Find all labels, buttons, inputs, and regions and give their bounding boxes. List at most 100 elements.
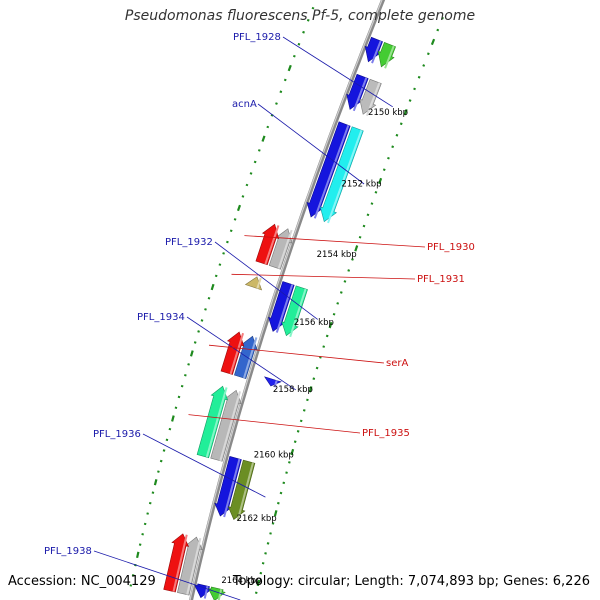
track-tick [296, 430, 300, 433]
track-tick [210, 283, 215, 291]
track-tick [302, 409, 306, 412]
track-tick [269, 532, 272, 535]
track-tick [422, 64, 426, 67]
backbone-highlight [189, 0, 383, 600]
track-tick [233, 218, 237, 221]
track-tick [292, 54, 296, 58]
track-tick [413, 87, 416, 91]
gene-acna-shine [327, 129, 363, 224]
track-tick [282, 481, 286, 485]
gene-pfl-1938-cds-shine [203, 585, 209, 599]
track-tick [358, 235, 362, 239]
gene-pfl-1931-shine [256, 277, 262, 289]
gene-label-pfl-1938: PFL_1938 [44, 546, 92, 557]
gene-pfl-1932-cds-shine [275, 284, 294, 333]
track-tick [403, 109, 408, 116]
track-tick [174, 406, 178, 409]
track-tick [308, 386, 313, 393]
track-tick [391, 145, 395, 149]
gene-label-pfl-1932: PFL_1932 [165, 237, 213, 248]
gene-label-pfl-1930: PFL_1930 [427, 242, 475, 253]
leader-line [93, 550, 241, 600]
gene-label-sera: serA [386, 358, 408, 369]
track-tick [222, 252, 225, 255]
gene-pfl-1932 [281, 285, 308, 337]
gene-pfl-1936-shine [236, 462, 254, 521]
track-tick [138, 543, 142, 546]
track-tick [328, 321, 333, 329]
track-tick [259, 571, 263, 575]
gene-pfl-1928-shine [365, 82, 381, 117]
gene-unnamed-10-shine [172, 534, 188, 592]
plus-strand-track [254, 16, 444, 594]
track-tick [159, 459, 163, 463]
track-tick [430, 38, 436, 46]
track-tick [157, 470, 160, 473]
gene-pfl-1934 [263, 376, 282, 387]
kbp-label: 2158 kbp [273, 385, 313, 395]
leader-line [188, 414, 361, 434]
track-tick [408, 99, 412, 102]
track-tick [426, 52, 430, 56]
gene-pfl-1930-cds-shine [277, 229, 293, 269]
track-tick [162, 449, 166, 452]
gene-sera [220, 331, 245, 375]
track-tick [218, 263, 222, 266]
kbp-label: 2164 kbp [221, 576, 261, 586]
accession-text: Accession: NC_004129 [8, 574, 156, 589]
track-tick [387, 156, 390, 160]
track-tick [436, 28, 440, 32]
track-tick [264, 552, 267, 555]
track-tick [347, 269, 351, 272]
track-tick [362, 224, 366, 228]
track-tick [277, 501, 280, 505]
track-tick [339, 291, 343, 294]
gene-pfl-1935 [196, 385, 229, 459]
kbp-label: 2154 kbp [317, 250, 357, 260]
kbp-label: 2156 kbp [294, 318, 334, 328]
track-tick [271, 522, 275, 525]
gene-pfl-1935-cds [210, 389, 242, 462]
minus-strand-track [129, 6, 315, 587]
track-tick [311, 6, 315, 10]
track-tick [283, 78, 287, 82]
gene-features [163, 42, 396, 600]
track-tick [254, 591, 258, 594]
track-tick [293, 440, 297, 444]
leader-line [231, 273, 416, 280]
topology-text: Topology: circular; Length: 7,074,893 bp… [232, 574, 590, 589]
track-tick [322, 345, 326, 348]
track-tick [257, 149, 261, 152]
track-tick [136, 551, 140, 559]
gene-label-pfl-1928: PFL_1928 [233, 32, 281, 43]
track-tick [290, 448, 295, 456]
track-tick [302, 30, 305, 34]
track-tick [229, 229, 233, 233]
track-tick [200, 319, 204, 322]
track-tick [143, 522, 147, 526]
kbp-label: 2152 kbp [341, 180, 381, 190]
track-tick [266, 125, 270, 129]
gene-pfl-1936-cds-shine [223, 458, 241, 518]
gene-sera-cds [234, 335, 258, 379]
leader-line [208, 344, 385, 364]
track-tick [299, 419, 303, 423]
gene-pfl-1935-shine [205, 387, 228, 458]
track-tick [165, 438, 169, 442]
track-tick [343, 280, 347, 283]
track-tick [256, 579, 261, 587]
gene-pfl-1928-cds-shine [352, 77, 368, 112]
track-tick [266, 542, 270, 545]
gene-labels: PFL_1928 acnA PFL_1930 PFL_1931 PFL_1932 PFL_… [44, 32, 475, 600]
gene-unnamed-10 [163, 533, 190, 593]
track-tick [226, 240, 229, 244]
track-tick [168, 427, 172, 431]
gene-label-acna: acnA [232, 99, 257, 110]
track-tick [279, 90, 283, 94]
gene-unnamed-0-cds-shine [371, 40, 382, 64]
track-tick [241, 195, 245, 198]
track-tick [370, 202, 374, 205]
track-tick [288, 461, 291, 464]
track-tick [245, 183, 249, 187]
kbp-labels: 2150 kbp 2152 kbp 2154 kbp 2156 kbp 2158 kbp… [221, 108, 408, 586]
